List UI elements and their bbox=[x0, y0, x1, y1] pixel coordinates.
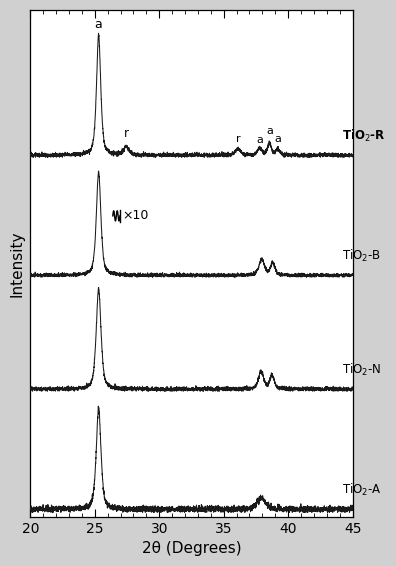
Y-axis label: Intensity: Intensity bbox=[10, 230, 25, 297]
Text: a: a bbox=[274, 134, 281, 144]
Text: TiO$_2$-A: TiO$_2$-A bbox=[342, 482, 382, 498]
Text: a: a bbox=[95, 18, 103, 31]
Text: ×10: ×10 bbox=[122, 209, 148, 222]
Text: TiO$_2$-N: TiO$_2$-N bbox=[342, 362, 382, 378]
Text: r: r bbox=[236, 134, 240, 144]
Text: r: r bbox=[124, 127, 129, 140]
X-axis label: 2θ (Degrees): 2θ (Degrees) bbox=[142, 541, 241, 556]
Text: TiO$_2$-R: TiO$_2$-R bbox=[342, 128, 386, 144]
Text: a: a bbox=[256, 135, 263, 145]
Text: a: a bbox=[266, 126, 273, 136]
Text: TiO$_2$-B: TiO$_2$-B bbox=[342, 248, 381, 264]
